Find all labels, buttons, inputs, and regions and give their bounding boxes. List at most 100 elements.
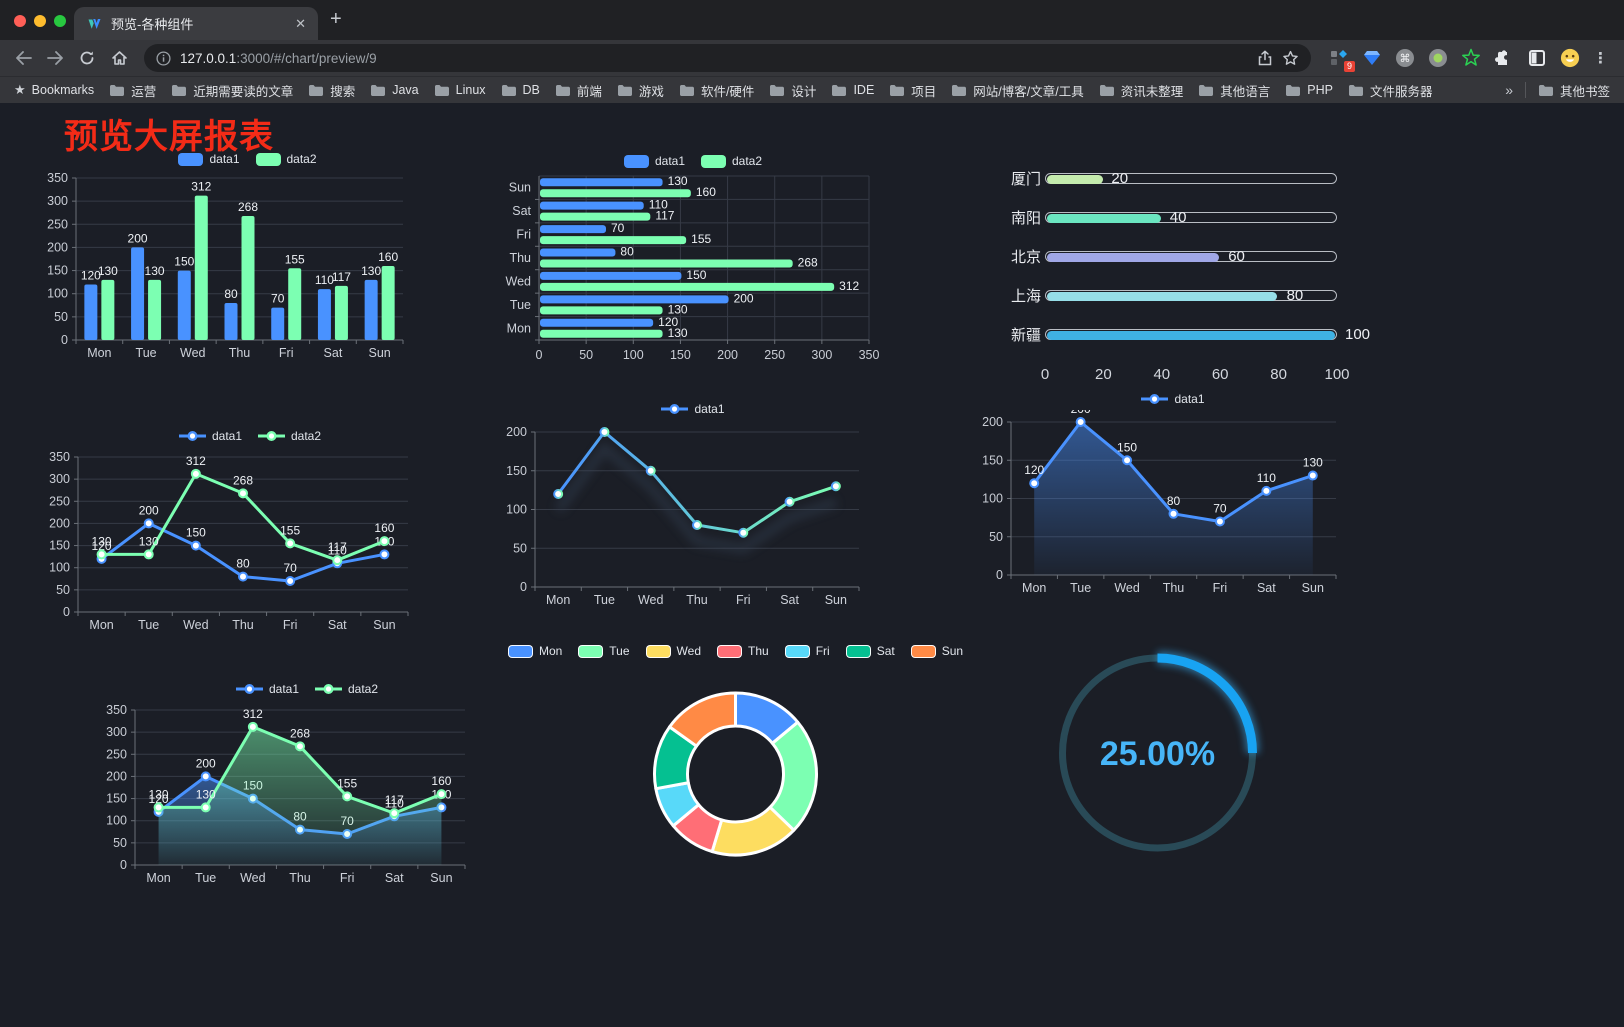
bar xyxy=(131,247,145,340)
zoom-window-button[interactable] xyxy=(54,15,66,27)
legend-item[interactable]: Fri xyxy=(784,644,830,658)
progress-row: 上海 80 xyxy=(993,276,1368,315)
legend-item[interactable]: data2 xyxy=(701,154,762,168)
bookmark-folder[interactable]: 游戏 xyxy=(617,81,664,100)
data-point xyxy=(379,549,390,560)
bookmarks-overflow-chevron[interactable]: » xyxy=(1505,82,1513,98)
bookmark-folder[interactable]: Java xyxy=(370,83,419,97)
bar xyxy=(540,318,654,327)
legend-item[interactable]: Sat xyxy=(845,644,895,658)
new-tab-button[interactable]: + xyxy=(330,8,342,30)
home-button[interactable] xyxy=(104,44,134,72)
minimize-window-button[interactable] xyxy=(34,15,46,27)
title-bar: 预览-各种组件 ✕ + xyxy=(0,0,1624,40)
bar xyxy=(241,215,255,340)
legend-item[interactable]: data2 xyxy=(255,152,317,166)
legend-label: data2 xyxy=(732,154,763,168)
bookmark-folder[interactable]: 软件/硬件 xyxy=(679,81,754,100)
reader-extension-icon[interactable] xyxy=(1527,48,1547,68)
legend-item[interactable]: Thu xyxy=(717,644,769,658)
extensions-area: 9 ⌘ ⋮ xyxy=(1321,48,1616,72)
command-extension-icon[interactable]: ⌘ xyxy=(1395,48,1415,68)
chart-text: 117 xyxy=(385,793,404,807)
data-point xyxy=(1075,417,1086,427)
data-point xyxy=(332,555,343,566)
progress-track-wrap: 40 xyxy=(1045,209,1337,226)
line-two-svg: 0 50 100 150 200 250 300 350 Mon Tue Wed Thu Fri Sat S… xyxy=(49,450,409,632)
legend-item[interactable]: Sun xyxy=(910,644,963,658)
other-bookmarks-label: 其他书签 xyxy=(1559,84,1610,99)
chart-text: Fri xyxy=(516,228,531,242)
chart-text: 80 xyxy=(224,287,238,301)
legend-item[interactable]: data1 xyxy=(235,682,299,696)
data-point xyxy=(247,721,258,732)
chart-text: 100 xyxy=(982,492,1003,506)
chart-text: Thu xyxy=(289,871,311,885)
chart-text: 350 xyxy=(49,450,70,464)
chart-text: 200 xyxy=(49,516,70,530)
legend-swatch xyxy=(578,644,604,658)
chart-text: Thu xyxy=(229,346,251,360)
bookmark-folder[interactable]: 运营 xyxy=(109,81,156,100)
bookmark-folder[interactable]: IDE xyxy=(831,83,874,97)
chart-text: Tue xyxy=(136,346,157,360)
chart-text: 200 xyxy=(139,503,159,517)
legend-item[interactable]: data1 xyxy=(661,402,725,416)
legend-item[interactable]: data1 xyxy=(1141,392,1205,406)
legend-item[interactable]: Tue xyxy=(578,644,630,658)
bar xyxy=(540,201,644,210)
legend-item[interactable]: data2 xyxy=(315,682,378,696)
close-window-button[interactable] xyxy=(14,15,26,27)
extension-grid-icon[interactable]: 9 xyxy=(1329,48,1355,72)
bookmarks-manager-item[interactable]: ★ Bookmarks xyxy=(14,82,94,98)
bookmark-folder[interactable]: PHP xyxy=(1285,83,1333,97)
bookmark-folder[interactable]: 资讯未整理 xyxy=(1099,81,1183,100)
browser-tab[interactable]: 预览-各种组件 ✕ xyxy=(74,7,318,40)
data-point xyxy=(1307,470,1318,481)
green-star-extension-icon[interactable] xyxy=(1461,48,1481,68)
bookmark-folder[interactable]: 前端 xyxy=(555,81,602,100)
tab-close-icon[interactable]: ✕ xyxy=(295,15,306,31)
puzzle-extensions-icon[interactable] xyxy=(1494,48,1514,68)
browser-menu-icon[interactable]: ⋮ xyxy=(1593,50,1608,67)
chart-text: 120 xyxy=(1024,463,1044,477)
record-extension-icon[interactable] xyxy=(1428,48,1448,68)
bookmark-folder[interactable]: 文件服务器 xyxy=(1348,81,1432,100)
bookmark-folder[interactable]: DB xyxy=(501,83,540,97)
bookmark-folder-label: DB xyxy=(522,83,540,97)
legend-item[interactable]: data1 xyxy=(178,152,240,166)
bookmark-folder[interactable]: 网站/博客/文章/工具 xyxy=(951,81,1084,100)
progress-track xyxy=(1045,212,1337,223)
legend-item[interactable]: data1 xyxy=(178,429,242,443)
forward-button[interactable] xyxy=(40,44,70,72)
site-info-icon[interactable] xyxy=(156,50,171,66)
legend-item[interactable]: Wed xyxy=(645,644,701,658)
gem-extension-icon[interactable] xyxy=(1362,48,1382,68)
bookmark-folder[interactable]: 设计 xyxy=(769,81,816,100)
progress-label: 厦门 xyxy=(1011,171,1042,188)
profile-avatar[interactable] xyxy=(1560,48,1580,68)
back-button[interactable] xyxy=(8,44,38,72)
bookmark-folder[interactable]: 项目 xyxy=(889,81,936,100)
data-point xyxy=(1214,516,1225,527)
bookmark-star-icon[interactable] xyxy=(1282,50,1299,66)
legend-item[interactable]: Mon xyxy=(507,644,562,658)
legend-item[interactable]: data2 xyxy=(258,429,321,443)
chart-text: 120 xyxy=(92,539,112,553)
bookmark-folder[interactable]: 搜索 xyxy=(308,81,355,100)
chart-text: 50 xyxy=(579,348,593,362)
area-line-chart: data1 0 50 100 150 200 Mon Tue Wed Thu Fri Sat Sun 12… xyxy=(963,388,1383,601)
legend-item[interactable]: data1 xyxy=(623,154,685,168)
bookmark-folder[interactable]: Linux xyxy=(434,83,486,97)
chart-text: 312 xyxy=(243,707,263,721)
progress-track-wrap: 60 xyxy=(1045,248,1337,265)
bookmark-folder[interactable]: 近期需要读的文章 xyxy=(171,81,293,100)
share-icon[interactable] xyxy=(1257,50,1273,66)
chart-text: Wed xyxy=(183,618,209,632)
chart-legend: Mon Tue Wed Thu Fri Sat Sun xyxy=(507,640,963,662)
url-path: :3000/#/chart/preview/9 xyxy=(236,50,377,66)
bookmark-folder[interactable]: 其他语言 xyxy=(1198,81,1270,100)
other-bookmarks-folder[interactable]: 其他书签 xyxy=(1538,81,1610,100)
url-bar[interactable]: 127.0.0.1:3000/#/chart/preview/9 xyxy=(144,44,1311,72)
reload-button[interactable] xyxy=(72,44,102,72)
